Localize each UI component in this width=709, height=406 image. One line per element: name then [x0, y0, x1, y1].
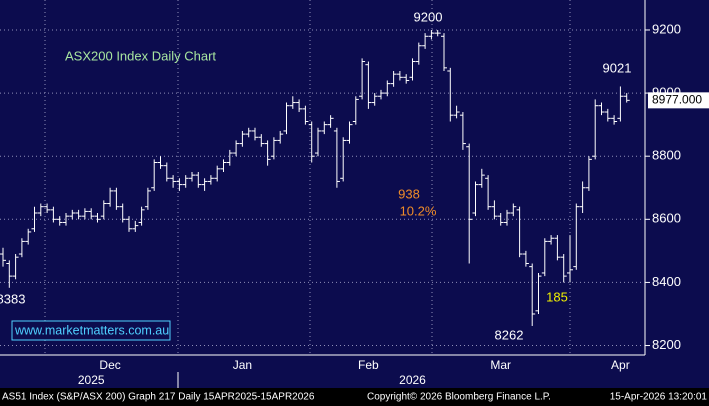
annotation: 9200: [414, 9, 443, 24]
x-tick-label: Feb: [358, 358, 379, 372]
footer-text: 15-Apr-2026 13:20:01: [610, 392, 708, 403]
x-tick-label: Jan: [233, 358, 252, 372]
y-tick-label: 8400: [652, 274, 681, 289]
year-label: 2026: [399, 373, 426, 387]
x-tick-label: Apr: [611, 358, 630, 372]
x-tick-label: Dec: [99, 358, 120, 372]
last-price-label: 8977.000: [652, 93, 702, 107]
annotation: 8262: [495, 327, 524, 342]
footer-text: Copyright© 2026 Bloomberg Finance L.P.: [367, 392, 551, 403]
y-tick-label: 8600: [652, 211, 681, 226]
annotation: 185: [546, 289, 568, 304]
footer-bar: [0, 388, 709, 406]
y-tick-label: 8800: [652, 148, 681, 163]
annotation: 8383: [0, 291, 25, 306]
y-tick-label: 9200: [652, 21, 681, 36]
annotation: 10.2%: [400, 203, 437, 218]
footer-text: AS51 Index (S&P/ASX 200) Graph 217 Daily…: [2, 392, 315, 403]
annotation: 9021: [603, 60, 632, 75]
x-tick-label: Mar: [490, 358, 511, 372]
website-box: [11, 320, 171, 341]
last-price-box: [648, 92, 709, 109]
annotation: 938: [398, 186, 420, 201]
year-label: 2025: [78, 373, 105, 387]
y-tick-label: 8200: [652, 337, 681, 352]
website[interactable]: www.marketmatters.com.au: [14, 323, 169, 337]
chart-title: ASX200 Index Daily Chart: [65, 48, 216, 63]
